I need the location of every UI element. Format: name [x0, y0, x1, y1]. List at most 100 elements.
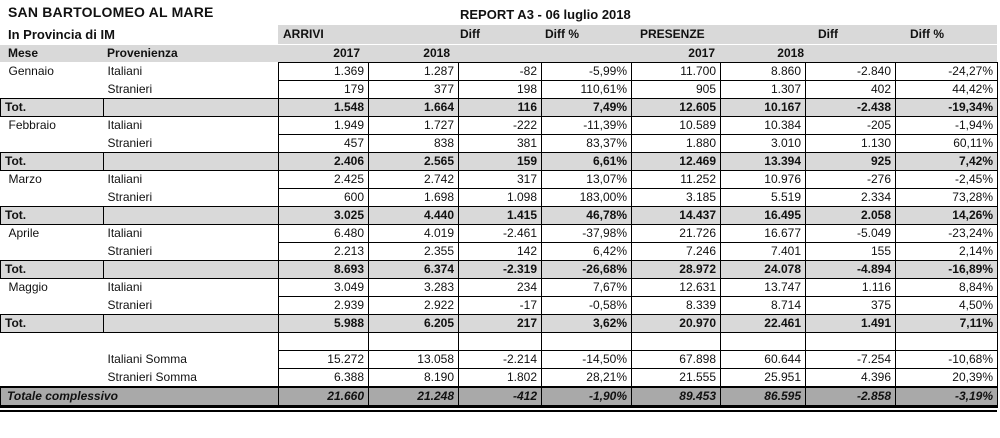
- value-cell: 21.660: [278, 386, 369, 408]
- total-label-cell: Tot.: [0, 98, 104, 117]
- provenance-cell: Stranieri: [107, 243, 153, 258]
- provenance-cell: Italiani: [107, 226, 143, 241]
- provenance-cell: Stranieri: [107, 189, 153, 204]
- provenance-cell: Italiani: [107, 172, 143, 187]
- value-cell: 13,07%: [541, 170, 632, 189]
- table-row-tot: Tot. 3.025 4.440 1.415 46,78% 14.437 16.495 2.0…: [0, 206, 998, 225]
- value-cell: [720, 332, 806, 351]
- value-cell: 198: [458, 80, 542, 99]
- value-cell: 142: [458, 242, 542, 261]
- grand-total-label-cell: Totale complessivo: [0, 386, 279, 408]
- value-cell: 1.116: [805, 278, 896, 297]
- value-cell: 4.440: [368, 206, 459, 225]
- value-cell: -23,24%: [895, 224, 998, 243]
- value-cell: [278, 332, 369, 351]
- month-cell: Febbraio: [8, 118, 56, 133]
- value-cell: 375: [805, 296, 896, 315]
- value-cell: 14.437: [631, 206, 721, 225]
- month-cell: [1, 369, 104, 388]
- table-row-empty: [1, 332, 998, 351]
- diffpct-header-arrivi: Diff %: [545, 27, 579, 41]
- table-row-data: Marzo Italiani 2.425 2.742 317 13,07% 11.252 10…: [1, 170, 998, 189]
- provenance-cell: Stranieri: [107, 297, 153, 312]
- table-bottom-double-line: [0, 410, 997, 412]
- value-cell: 12.631: [631, 278, 721, 297]
- value-cell: -37,98%: [541, 224, 632, 243]
- value-cell: -2.461: [458, 224, 542, 243]
- value-cell: 15.272: [278, 350, 369, 369]
- report-title: REPORT A3 - 06 luglio 2018: [460, 7, 631, 22]
- provenance-cell: Italiani Somma: [107, 352, 187, 366]
- year-2017-arrivi-header: 2017: [333, 46, 360, 60]
- value-cell: 925: [805, 152, 896, 171]
- value-cell: 3,62%: [541, 314, 632, 333]
- group-header-band: ARRIVI Diff Diff % PRESENZE Diff Diff %: [278, 25, 997, 44]
- year-2018-presenze-header: 2018: [777, 46, 804, 60]
- value-cell: 7.246: [631, 242, 721, 261]
- value-cell: 89.453: [631, 386, 721, 408]
- value-cell: 5.988: [278, 314, 369, 333]
- value-cell: 110,61%: [541, 80, 632, 99]
- provenance-cell: Stranieri: [107, 81, 153, 96]
- total-spacer-cell: [103, 98, 279, 117]
- value-cell: 13.747: [720, 278, 806, 297]
- table-row-tot: Tot. 8.693 6.374 -2.319 -26,68% 28.972 24.078-…: [0, 260, 998, 279]
- value-cell: [895, 332, 998, 351]
- value-cell: 67.898: [631, 350, 721, 369]
- value-cell: 16.495: [720, 206, 806, 225]
- month-cell: Gennaio: [8, 64, 54, 78]
- value-cell: 60.644: [720, 350, 806, 369]
- presenze-group-header: PRESENZE: [640, 27, 705, 41]
- table-row-data: Stranieri 179 377 198 110,61% 905 1.307 402 44,4…: [1, 80, 998, 99]
- value-cell: 73,28%: [895, 188, 998, 207]
- value-cell: 2.565: [368, 152, 459, 171]
- value-cell: 12.469: [631, 152, 721, 171]
- value-cell: 116: [458, 98, 542, 117]
- value-cell: 1.880: [631, 134, 721, 153]
- value-cell: 159: [458, 152, 542, 171]
- value-cell: 24.078: [720, 260, 806, 279]
- value-cell: 11.700: [631, 62, 721, 81]
- value-cell: 25.951: [720, 368, 806, 388]
- mese-column-header: Mese: [8, 46, 39, 60]
- value-cell: -2.858: [805, 386, 896, 408]
- value-cell: 1.369: [278, 62, 369, 81]
- value-cell: -4.894: [805, 260, 896, 279]
- diff-header-arrivi: Diff: [460, 27, 480, 41]
- value-cell: 1.287: [368, 62, 459, 81]
- value-cell: 183,00%: [541, 188, 632, 207]
- value-cell: 2.939: [278, 296, 369, 315]
- value-cell: -19,34%: [895, 98, 998, 117]
- value-cell: 402: [805, 80, 896, 99]
- value-cell: 600: [278, 188, 369, 207]
- value-cell: 10.589: [631, 116, 721, 135]
- value-cell: 4,50%: [895, 296, 998, 315]
- value-cell: [541, 332, 632, 351]
- table-row-data: Stranieri 600 1.698 1.098 183,00% 3.185 5.519 2…: [1, 188, 998, 207]
- provenance-cell: Italiani: [107, 118, 143, 133]
- diff-header-presenze: Diff: [818, 27, 838, 41]
- value-cell: 7.401: [720, 242, 806, 261]
- value-cell: 1.098: [458, 188, 542, 207]
- value-cell: 3.025: [278, 206, 369, 225]
- value-cell: 12.605: [631, 98, 721, 117]
- value-cell: 905: [631, 80, 721, 99]
- value-cell: 8.860: [720, 62, 806, 81]
- table-row-data: Stranieri 2.213 2.355 142 6,42% 7.246 7.401 155…: [1, 242, 998, 261]
- municipality-title: SAN BARTOLOMEO AL MARE: [8, 4, 214, 20]
- value-cell: -5,99%: [541, 62, 632, 81]
- value-cell: 7,42%: [895, 152, 998, 171]
- month-cell: Marzo: [8, 172, 42, 187]
- table-row-sum: Stranieri Somma 6.388 8.190 1.802 28,21% 21.5…: [1, 368, 998, 388]
- value-cell: 155: [805, 242, 896, 261]
- value-cell: 457: [278, 134, 369, 153]
- value-cell: 86.595: [720, 386, 806, 408]
- table-row-data: Maggio Italiani 3.049 3.283 234 7,67% 12.631 13…: [1, 278, 998, 297]
- total-spacer-cell: [103, 152, 279, 171]
- value-cell: -14,50%: [541, 350, 632, 369]
- value-cell: 1.664: [368, 98, 459, 117]
- value-cell: 22.461: [720, 314, 806, 333]
- value-cell: 28.972: [631, 260, 721, 279]
- value-cell: -1,94%: [895, 116, 998, 135]
- year-2017-presenze-header: 2017: [688, 46, 715, 60]
